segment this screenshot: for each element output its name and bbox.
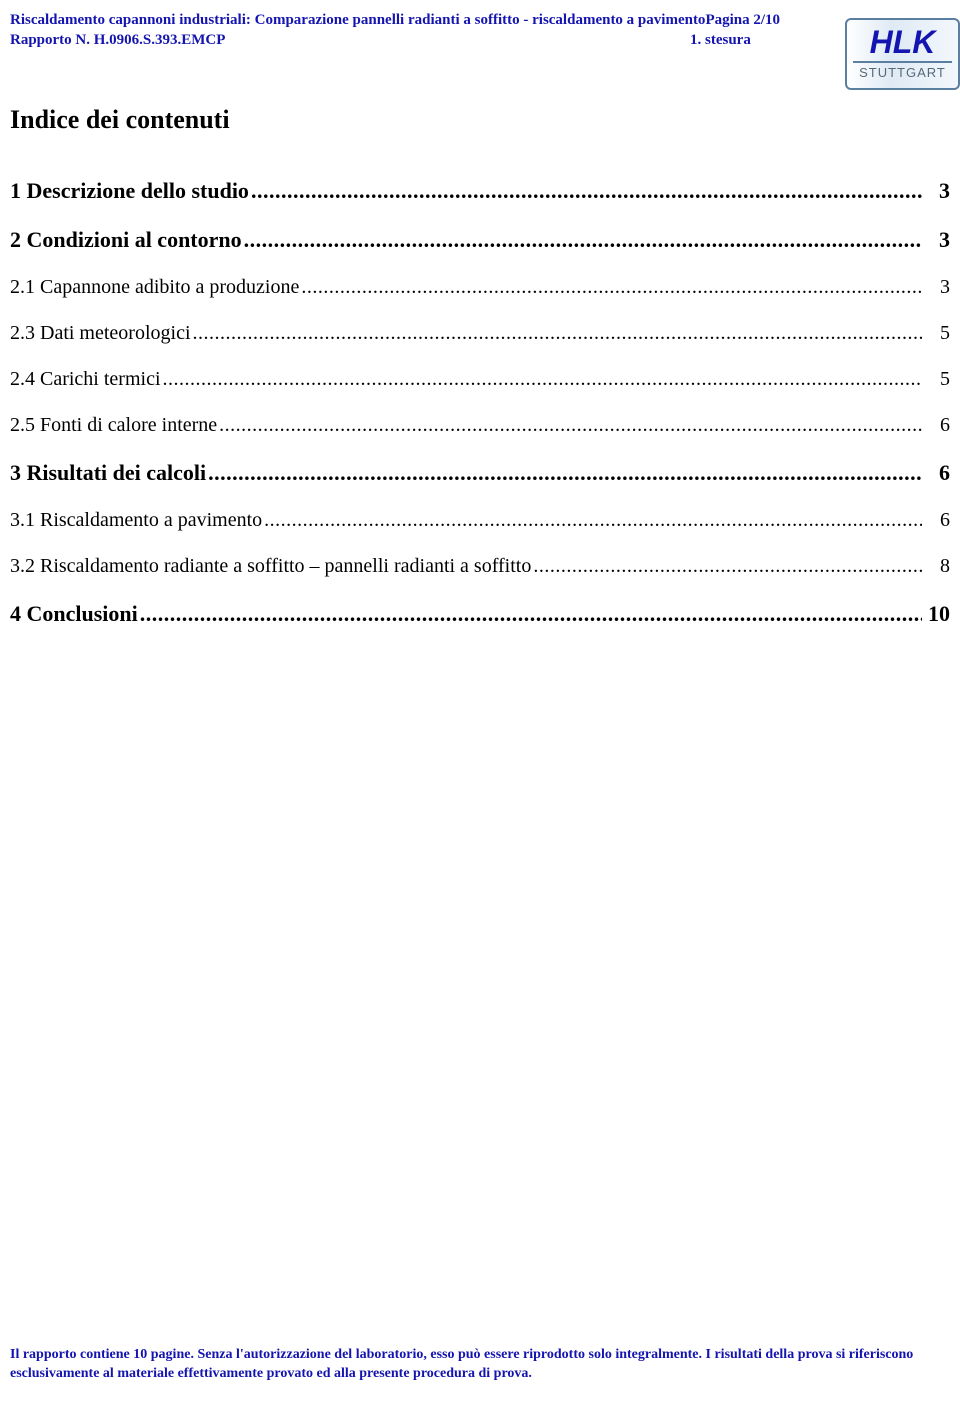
toc-label: 3 Risultati dei calcoli [10,455,206,490]
page-footer: Il rapporto contiene 10 pagine. Senza l'… [10,1346,950,1384]
toc-leader: ........................................… [161,363,922,395]
hlk-logo: HLK STUTTGART [845,18,960,90]
logo-divider [853,61,952,63]
toc-leader: ........................................… [138,596,922,631]
toc-leader: ........................................… [299,271,922,303]
toc-entry-2-1: 2.1 Capannone adibito a produzione .....… [10,271,950,303]
toc-entry-3-2: 3.2 Riscaldamento radiante a soffitto – … [10,550,950,582]
toc-entry-2-3: 2.3 Dati meteorologici .................… [10,317,950,349]
toc-entry-3: 3 Risultati dei calcoli ................… [10,455,950,490]
toc-leader: ........................................… [262,504,922,536]
toc-label: 2.4 Carichi termici [10,363,161,395]
toc-leader: ........................................… [217,409,922,441]
toc-leader: ........................................… [242,222,922,257]
toc-label: 2.1 Capannone adibito a produzione [10,271,299,303]
header-title-line2: Rapporto N. H.0906.S.393.EMCP [10,30,225,50]
toc-page: 8 [922,550,950,582]
toc-leader: ........................................… [249,173,922,208]
toc-label: 3.2 Riscaldamento radiante a soffitto – … [10,550,531,582]
page-header: Riscaldamento capannoni industriali: Com… [10,10,950,51]
toc-entry-2-5: 2.5 Fonti di calore interne ............… [10,409,950,441]
toc-page: 6 [922,504,950,536]
document-page: Riscaldamento capannoni industriali: Com… [0,0,960,1412]
toc-page: 3 [922,173,950,208]
toc-title: Indice dei contenuti [10,105,950,135]
header-row-2: Rapporto N. H.0906.S.393.EMCP 1. stesura [10,30,950,50]
toc-leader: ........................................… [206,455,922,490]
toc-entry-2: 2 Condizioni al contorno ...............… [10,222,950,257]
toc-leader: ........................................… [191,317,922,349]
toc-page: 3 [922,222,950,257]
toc-label: 4 Conclusioni [10,596,138,631]
toc-entry-3-1: 3.1 Riscaldamento a pavimento ..........… [10,504,950,536]
toc-entry-4: 4 Conclusioni ..........................… [10,596,950,631]
toc-page: 6 [922,409,950,441]
logo-subtext: STUTTGART [859,65,946,80]
header-version-label: 1. stesura [690,30,810,50]
header-row-1: Riscaldamento capannoni industriali: Com… [10,10,950,30]
toc-page: 5 [922,363,950,395]
header-page-label: Pagina 2/10 [705,10,825,30]
toc-page: 5 [922,317,950,349]
header-title-line1: Riscaldamento capannoni industriali: Com… [10,10,705,30]
toc-label: 2.3 Dati meteorologici [10,317,191,349]
toc-page: 10 [922,596,950,631]
toc-label: 3.1 Riscaldamento a pavimento [10,504,262,536]
toc-page: 3 [922,271,950,303]
toc-entry-2-4: 2.4 Carichi termici ....................… [10,363,950,395]
toc-leader: ........................................… [531,550,922,582]
logo-brand: HLK [870,26,936,58]
toc-label: 1 Descrizione dello studio [10,173,249,208]
toc-entry-1: 1 Descrizione dello studio .............… [10,173,950,208]
toc-label: 2.5 Fonti di calore interne [10,409,217,441]
toc-label: 2 Condizioni al contorno [10,222,242,257]
toc-page: 6 [922,455,950,490]
toc-content: Indice dei contenuti 1 Descrizione dello… [10,105,950,632]
